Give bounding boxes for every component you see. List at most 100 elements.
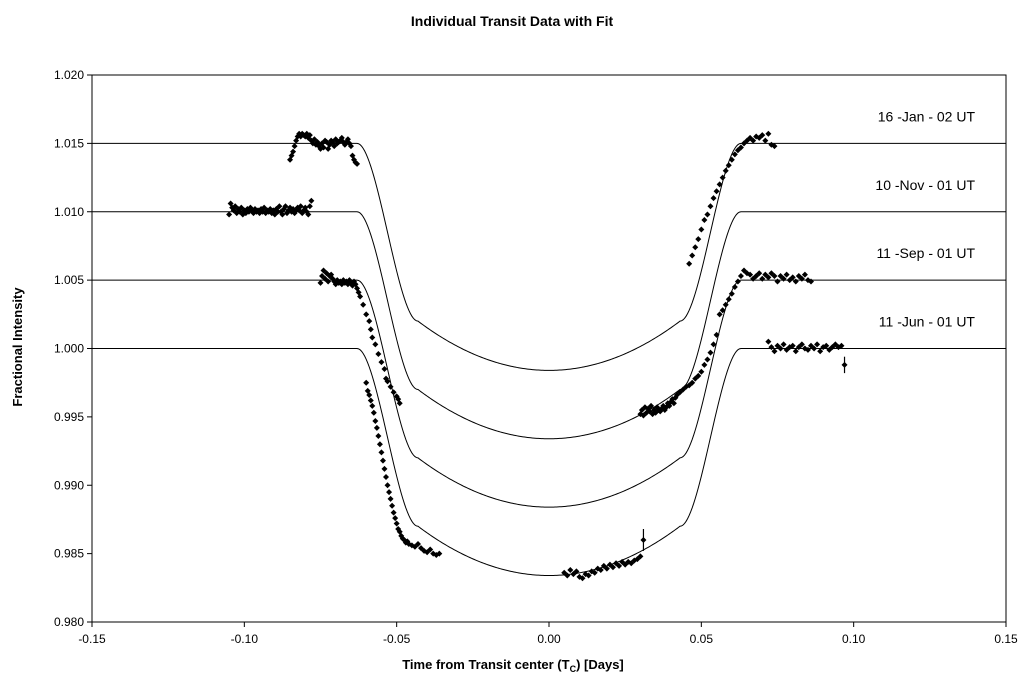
data-point	[390, 389, 397, 396]
data-point	[686, 260, 693, 267]
data-point	[367, 397, 374, 404]
data-point	[383, 474, 390, 481]
data-point	[616, 562, 623, 569]
data-point	[737, 273, 744, 280]
data-point	[698, 368, 705, 375]
data-point	[392, 515, 399, 522]
data-point	[698, 226, 705, 233]
data-point	[811, 345, 818, 352]
data-point	[591, 569, 598, 576]
data-point	[808, 278, 815, 285]
data-point	[777, 345, 784, 352]
data-point	[716, 181, 723, 188]
data-point	[759, 132, 766, 139]
data-point	[719, 307, 726, 314]
fit-curve	[92, 142, 1006, 371]
data-point	[792, 278, 799, 285]
data-point	[360, 301, 367, 308]
data-point	[436, 550, 443, 557]
data-point	[369, 334, 376, 341]
y-tick-label: 1.010	[54, 205, 84, 219]
data-point	[354, 160, 361, 167]
data-point	[378, 449, 385, 456]
data-point	[372, 341, 379, 348]
data-point	[689, 252, 696, 259]
data-point	[384, 482, 391, 489]
data-point	[373, 424, 380, 431]
data-point	[768, 344, 775, 351]
x-tick-label: -0.15	[78, 632, 106, 646]
data-point	[357, 293, 364, 300]
data-point	[317, 279, 324, 286]
data-point	[226, 211, 233, 218]
fit-curve	[92, 348, 1006, 576]
data-point	[306, 203, 313, 210]
fit-curve	[92, 279, 1006, 508]
data-point	[378, 359, 385, 366]
data-point	[765, 130, 772, 137]
data-point	[291, 143, 298, 150]
y-axis-title: Fractional Intensity	[10, 287, 25, 407]
data-point	[722, 167, 729, 174]
data-point	[363, 311, 370, 318]
data-point	[279, 211, 286, 218]
data-point	[387, 383, 394, 390]
data-point	[707, 203, 714, 210]
chart-title: Individual Transit Data with Fit	[411, 13, 614, 29]
data-point	[719, 174, 726, 181]
data-point	[750, 137, 757, 144]
y-axis: 0.980 0.985 0.990 0.995 1.000 1.005 1.010 1.015…	[54, 68, 92, 629]
data-point	[801, 271, 808, 278]
y-tick-label: 0.995	[54, 410, 84, 424]
data-point	[579, 575, 586, 582]
data-point	[737, 144, 744, 151]
data-point	[585, 572, 592, 579]
data-point	[728, 156, 735, 163]
data-point	[814, 341, 821, 348]
data-point	[567, 567, 574, 574]
data-point	[747, 271, 754, 278]
x-tick-label: 0.05	[690, 632, 714, 646]
data-point	[372, 417, 379, 424]
data-point	[725, 162, 732, 169]
data-point	[297, 203, 304, 210]
data-point	[765, 274, 772, 281]
data-points	[226, 130, 848, 582]
data-point	[695, 236, 702, 243]
y-tick-label: 0.990	[54, 478, 84, 492]
fit-curves	[92, 142, 1006, 576]
data-point	[713, 331, 720, 338]
x-tick-label: 0.15	[994, 632, 1018, 646]
data-point	[804, 346, 811, 353]
data-point	[381, 465, 388, 472]
data-point	[375, 350, 382, 357]
data-point	[838, 342, 845, 349]
data-point	[427, 546, 434, 553]
data-point	[276, 203, 283, 210]
data-point	[704, 211, 711, 218]
data-point	[728, 290, 735, 297]
data-point	[731, 151, 738, 158]
data-point	[393, 520, 400, 527]
data-point	[731, 283, 738, 290]
y-tick-label: 1.020	[54, 68, 84, 82]
y-tick-label: 1.000	[54, 342, 84, 356]
data-point	[370, 409, 377, 416]
data-point	[386, 489, 393, 496]
data-point	[707, 349, 714, 356]
data-point	[366, 318, 373, 325]
data-point	[603, 565, 610, 572]
data-point	[381, 366, 388, 373]
data-point	[774, 278, 781, 285]
data-point	[369, 402, 376, 409]
data-point	[573, 568, 580, 575]
data-point	[347, 143, 354, 150]
data-point	[597, 567, 604, 574]
data-point	[414, 541, 421, 548]
curve-labels: 16 -Jan - 02 UT 10 -Nov - 01 UT 11 -Sep - …	[875, 108, 975, 329]
data-point	[692, 244, 699, 251]
data-point	[756, 270, 763, 277]
curve-label: 11 -Jun - 01 UT	[879, 314, 976, 330]
data-point	[701, 361, 708, 368]
data-point	[765, 338, 772, 345]
